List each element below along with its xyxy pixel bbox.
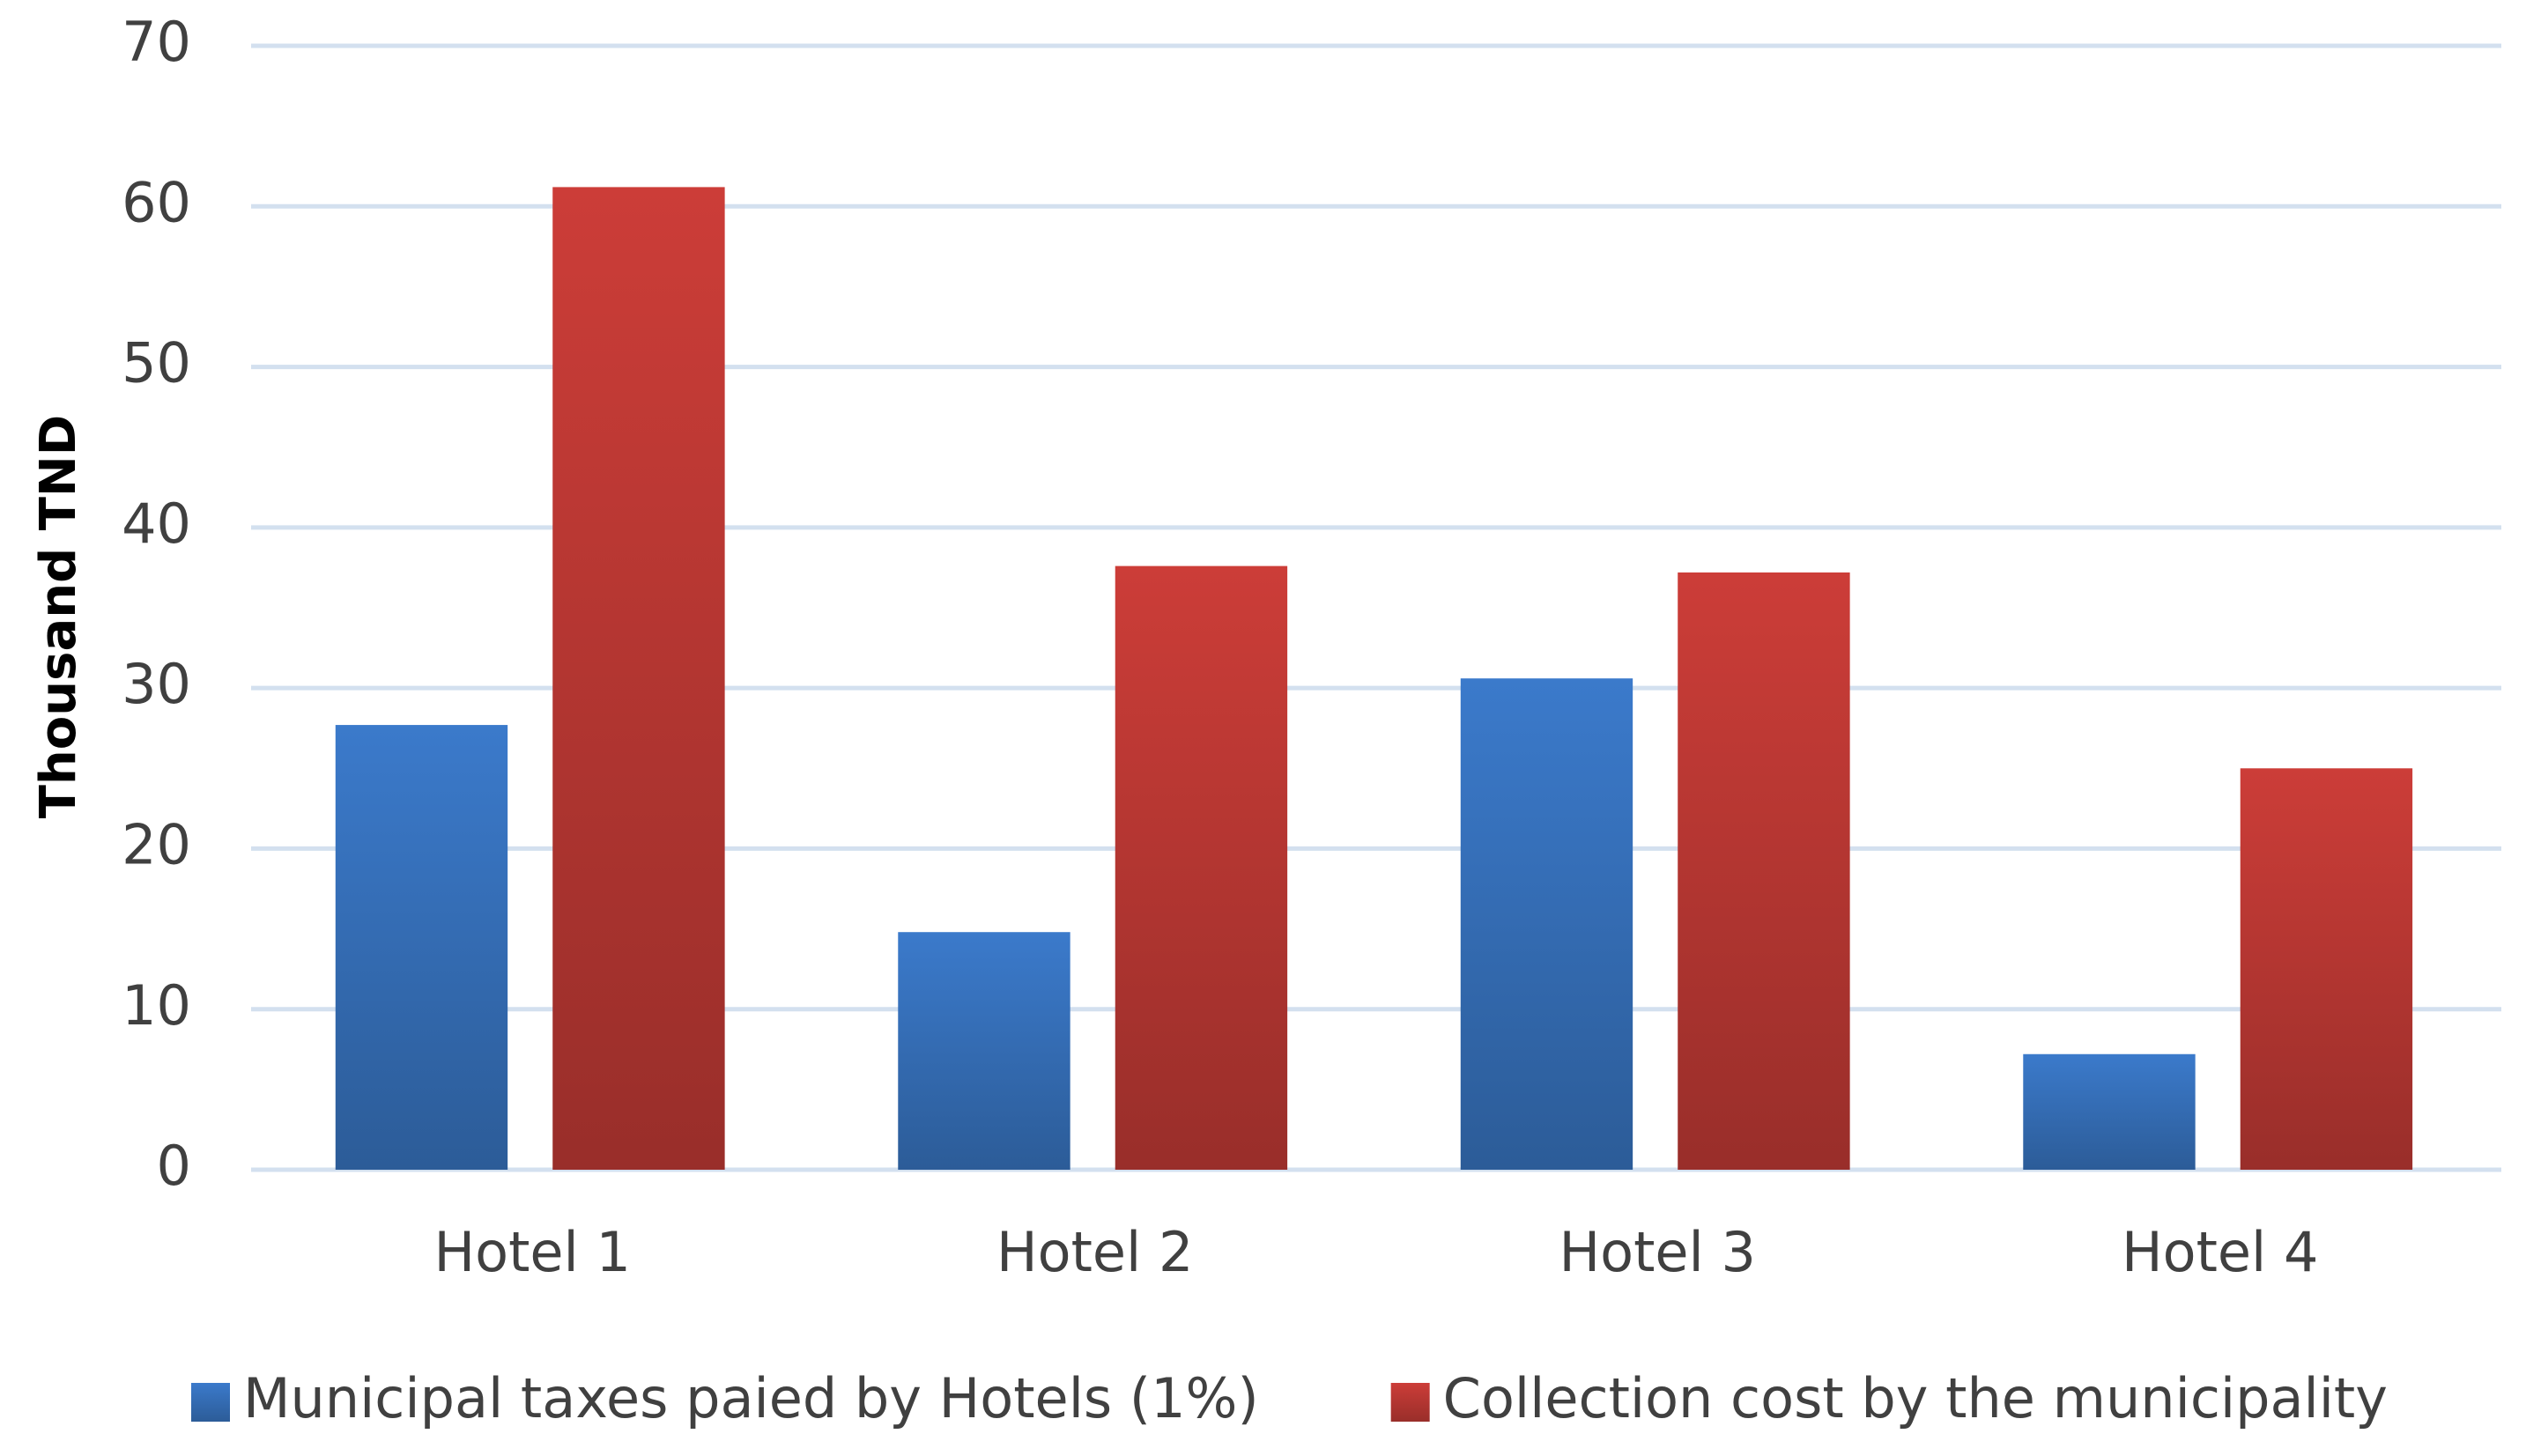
- bar: [2240, 768, 2413, 1170]
- x-tick-label: Hotel 1: [434, 1220, 631, 1284]
- x-tick-label: Hotel 4: [2122, 1220, 2318, 1284]
- y-tick-label: 50: [122, 331, 191, 395]
- y-tick-label: 0: [157, 1134, 191, 1198]
- y-tick-label: 20: [122, 813, 191, 877]
- legend-marker: [191, 1383, 230, 1422]
- y-tick-label: 30: [122, 652, 191, 716]
- bar: [335, 725, 508, 1170]
- y-tick-label: 40: [122, 491, 191, 556]
- y-tick-label: 10: [122, 973, 191, 1038]
- legend-label: Municipal taxes paied by Hotels (1%): [243, 1366, 1259, 1430]
- bar: [1678, 572, 1850, 1170]
- bar: [1115, 565, 1288, 1170]
- legend-marker: [1390, 1383, 1430, 1422]
- x-tick-label: Hotel 2: [996, 1220, 1193, 1284]
- legend-label: Collection cost by the municipality: [1443, 1366, 2388, 1430]
- y-tick-label: 70: [122, 10, 191, 74]
- bar: [1460, 678, 1633, 1170]
- y-tick-label: 60: [122, 170, 191, 234]
- y-axis-title: Thousand TND: [30, 415, 87, 819]
- bar: [2023, 1053, 2196, 1170]
- bar: [898, 932, 1070, 1170]
- bar: [552, 187, 725, 1171]
- x-tick-label: Hotel 3: [1559, 1220, 1756, 1284]
